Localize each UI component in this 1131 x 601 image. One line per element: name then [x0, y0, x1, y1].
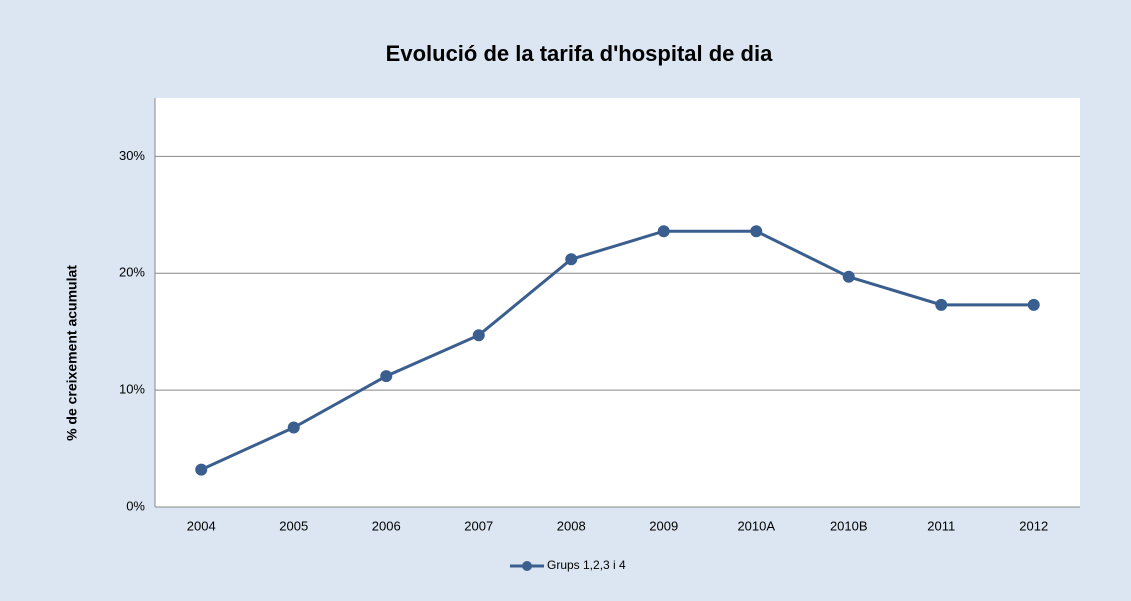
data-point	[287, 421, 300, 434]
y-tick-label: 10%	[119, 382, 145, 397]
data-point	[380, 370, 393, 383]
x-tick-label: 2010A	[737, 518, 775, 533]
y-tick-label: 0%	[126, 498, 145, 513]
y-axis-label: % de creixement acumulat	[64, 265, 80, 441]
data-point	[472, 329, 485, 342]
data-point	[842, 270, 855, 283]
x-tick-label: 2006	[372, 518, 401, 533]
x-tick-label: 2011	[927, 518, 955, 533]
data-point	[1027, 298, 1040, 311]
x-tick-label: 2012	[1019, 518, 1048, 533]
x-tick-label: 2004	[187, 518, 216, 533]
data-point	[195, 463, 208, 476]
x-tick-label: 2005	[279, 518, 308, 533]
chart-title: Evolució de la tarifa d'hospital de dia	[386, 41, 773, 66]
series-line	[200, 229, 1034, 471]
data-point	[935, 298, 948, 311]
data-point	[657, 225, 670, 238]
x-tick-label: 2007	[464, 518, 493, 533]
x-tick-label: 2010B	[830, 518, 868, 533]
data-point	[750, 225, 763, 238]
y-tick-label: 30%	[119, 148, 145, 163]
legend-marker	[522, 561, 532, 571]
y-tick-label: 20%	[119, 265, 145, 280]
x-tick-label: 2009	[649, 518, 678, 533]
legend-label: Grups 1,2,3 i 4	[547, 558, 626, 572]
data-point	[565, 253, 578, 266]
plot-area	[155, 98, 1080, 507]
x-tick-label: 2008	[557, 518, 586, 533]
